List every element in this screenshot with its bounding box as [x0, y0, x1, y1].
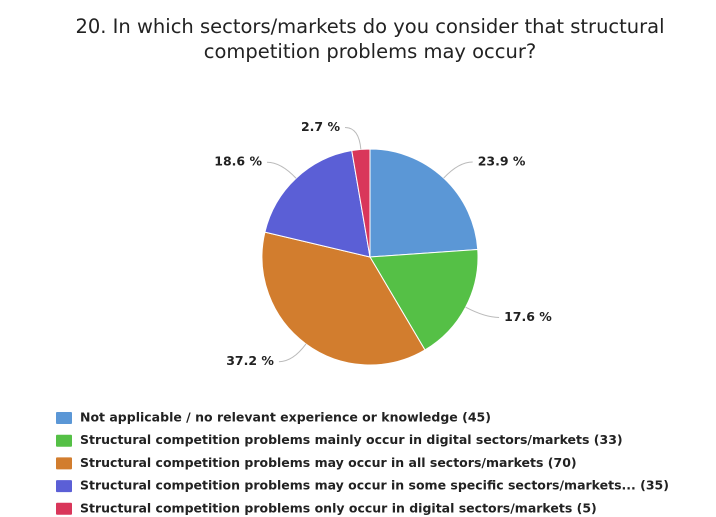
legend-label: Structural competition problems may occu… — [80, 478, 669, 493]
pie-slice — [369, 249, 479, 351]
leader-line — [278, 343, 307, 363]
legend-label: Structural competition problems may occu… — [80, 455, 577, 470]
data-label: 37.2 % — [226, 353, 274, 368]
data-label: 23.9 % — [478, 153, 526, 168]
legend-swatch — [56, 457, 72, 470]
pie-slice — [264, 149, 371, 258]
leader-line — [267, 161, 297, 179]
pie-slice — [369, 148, 479, 258]
chart-title: 20. In which sectors/markets do you cons… — [75, 15, 665, 63]
legend-swatch — [56, 434, 72, 447]
leader-line — [443, 161, 473, 179]
pie-slice — [261, 231, 426, 366]
legend-label: Structural competition problems only occ… — [80, 500, 597, 515]
legend-swatch — [56, 480, 72, 493]
data-label: 2.7 % — [301, 119, 340, 134]
legend-label: Structural competition problems mainly o… — [80, 432, 623, 447]
data-label: 17.6 % — [504, 309, 552, 324]
legend-label: Not applicable / no relevant experience … — [80, 410, 491, 425]
leader-line — [465, 306, 500, 318]
legend-swatch — [56, 502, 72, 515]
leader-line — [344, 126, 362, 150]
data-label: 18.6 % — [214, 154, 262, 169]
legend-swatch — [56, 412, 72, 424]
